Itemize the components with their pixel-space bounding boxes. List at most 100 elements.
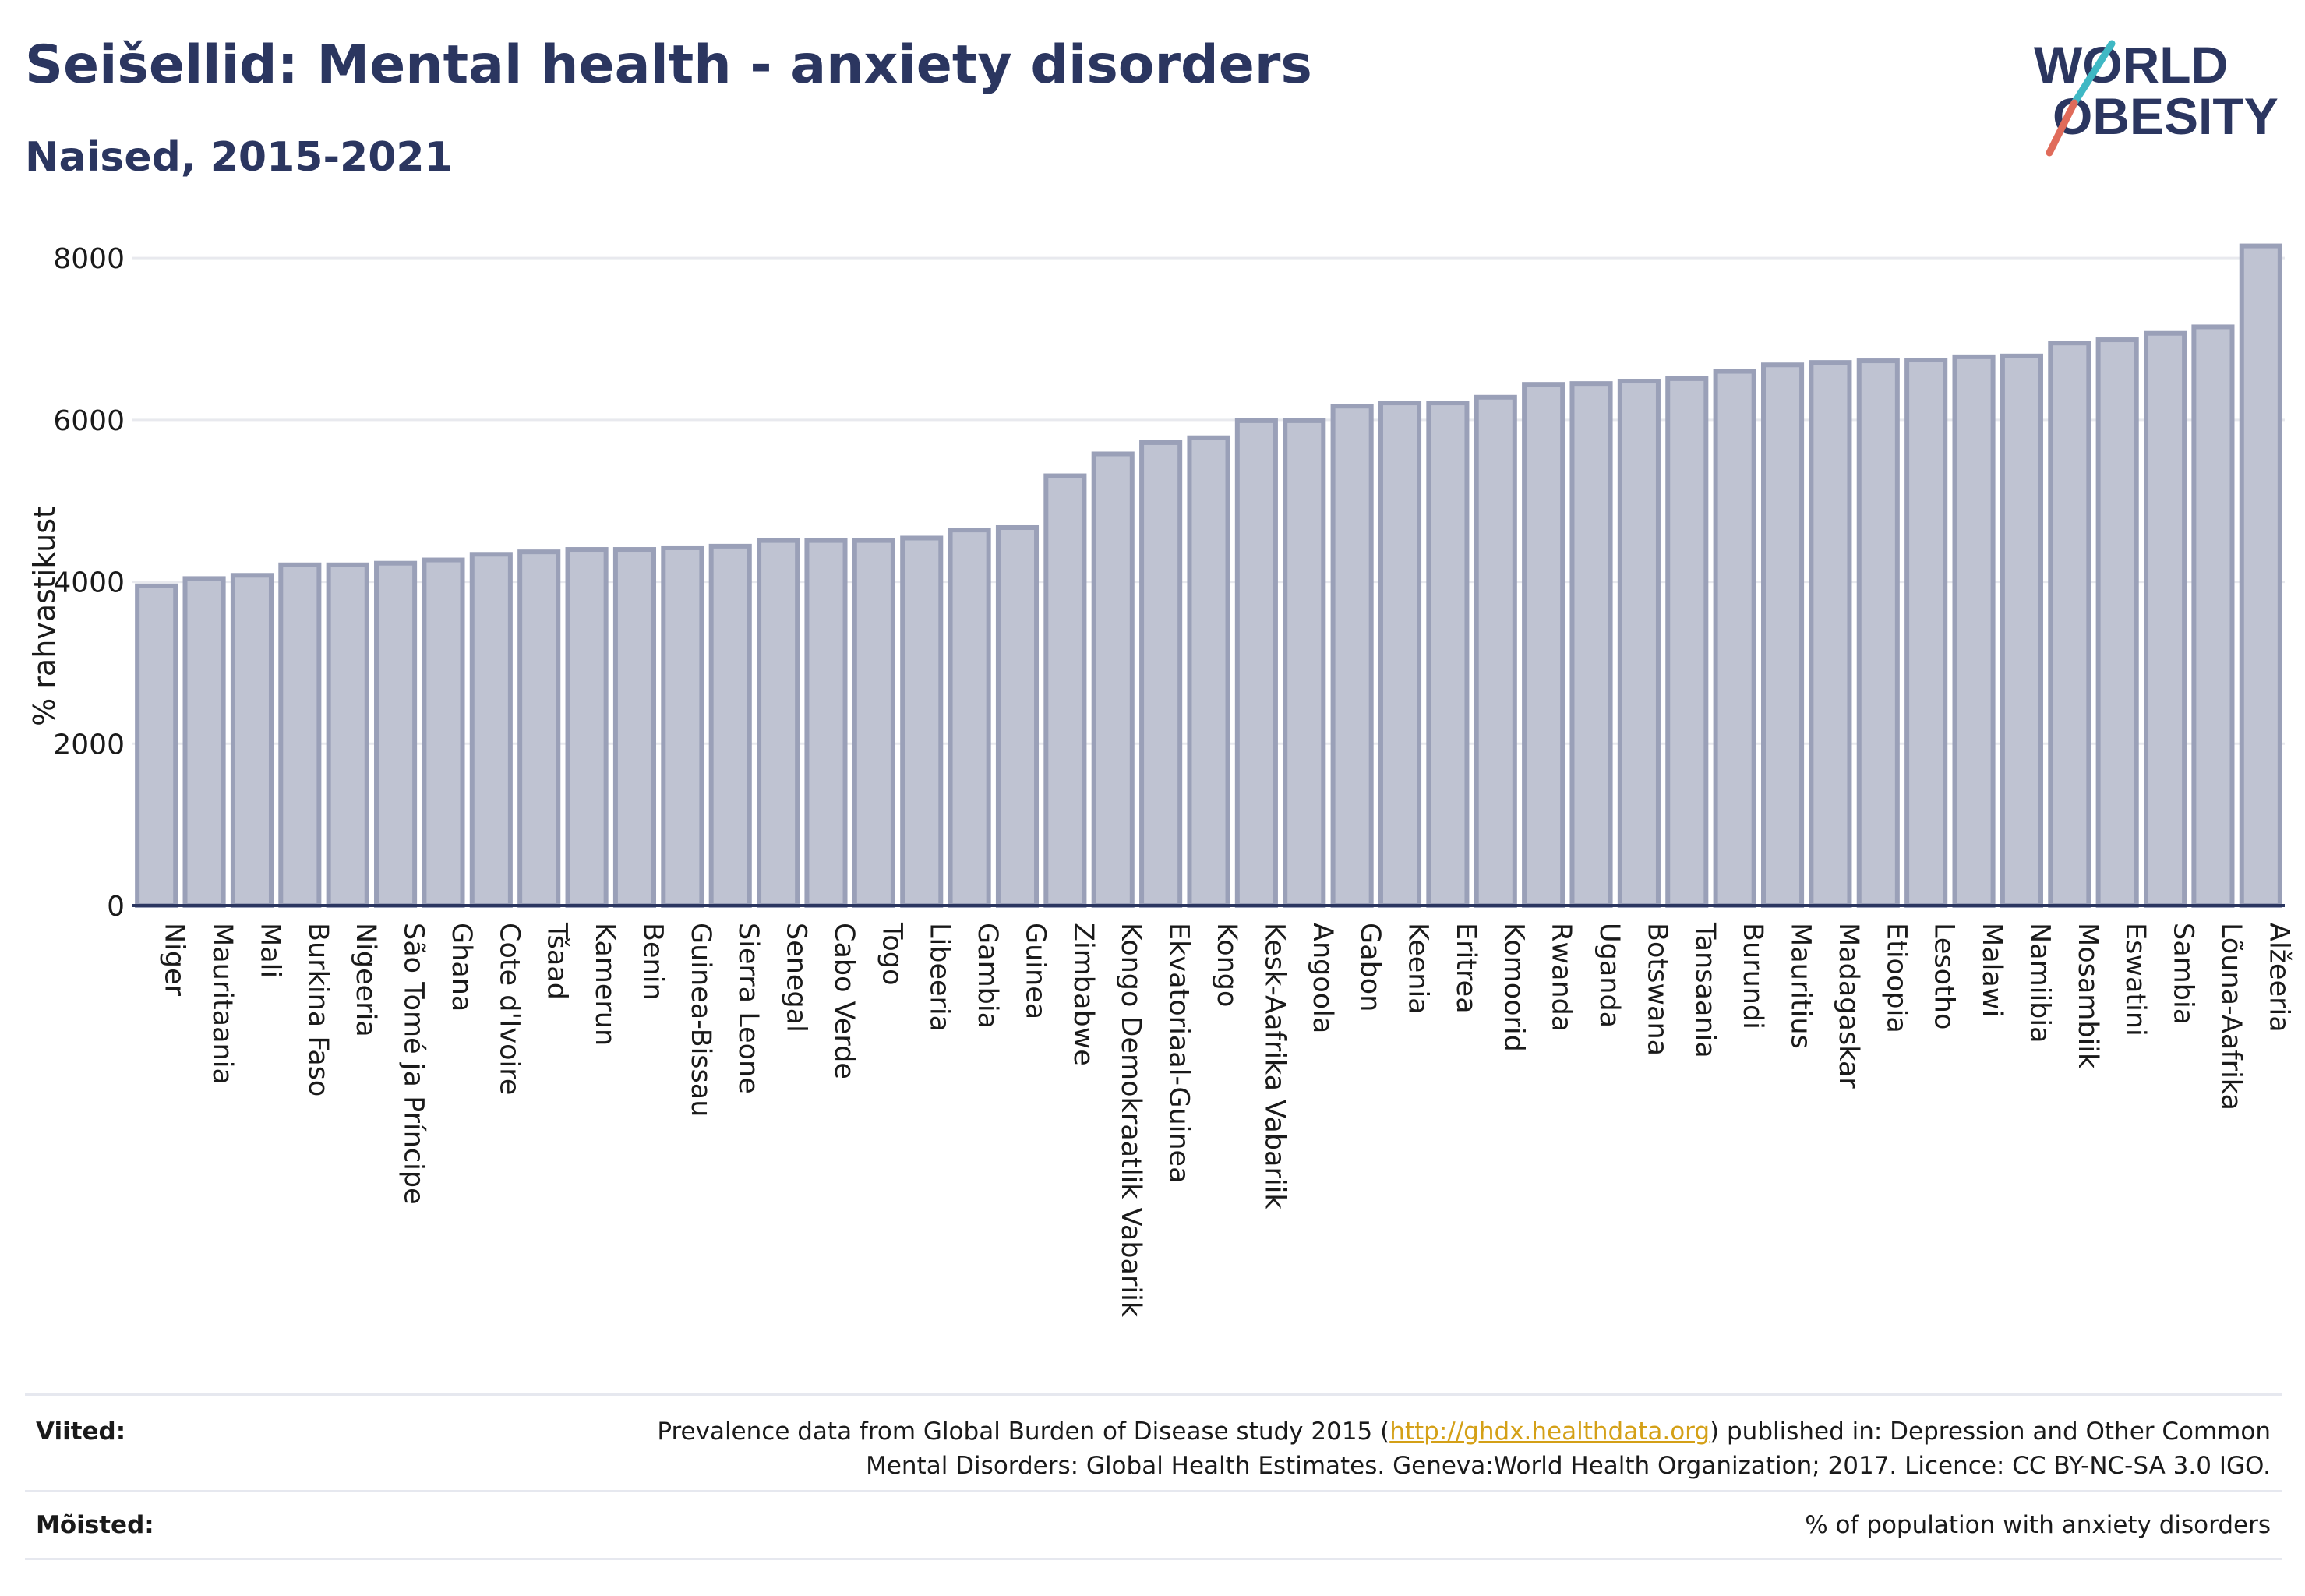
bar xyxy=(1713,369,1756,909)
y-tick-label: 0 xyxy=(107,891,125,923)
x-tick-label: Guinea-Bissau xyxy=(685,923,716,1117)
x-tick-label: Mauritaania xyxy=(206,923,238,1085)
bar xyxy=(1426,401,1470,908)
logo-line1: WORLD xyxy=(2034,36,2228,94)
y-tick-label: 4000 xyxy=(53,567,125,599)
bar xyxy=(565,547,609,908)
x-tick-label: Rwanda xyxy=(1546,923,1577,1032)
bar xyxy=(1952,354,1996,908)
x-tick-label: Eritrea xyxy=(1450,923,1481,1014)
bar xyxy=(1234,418,1278,908)
x-tick-label: Sambia xyxy=(2168,923,2199,1025)
bar xyxy=(757,538,800,908)
bar xyxy=(422,557,465,908)
bar xyxy=(1091,451,1135,908)
x-tick-label: Benin xyxy=(637,923,668,1001)
sources-line1-post: ) published in: Depression and Other Com… xyxy=(1710,1418,2271,1446)
x-tick-label: Sierra Leone xyxy=(732,923,764,1094)
bar xyxy=(852,538,895,908)
definitions-row: Mõisted: % of population with anxiety di… xyxy=(25,1490,2282,1560)
x-tick-label: Zimbabwe xyxy=(1068,923,1099,1066)
x-tick-label: Niger xyxy=(159,923,190,997)
x-tick-label: Burkina Faso xyxy=(302,923,334,1096)
x-tick-label: Mosambiik xyxy=(2072,923,2103,1069)
bar xyxy=(661,545,704,908)
bar xyxy=(1139,440,1183,908)
bar xyxy=(804,538,848,908)
sources-row: Viited: Prevalence data from Global Burd… xyxy=(25,1393,2282,1492)
x-tick-label: Libeeria xyxy=(924,923,955,1032)
x-tick-label: Kongo xyxy=(1211,923,1242,1007)
x-tick-label: Kesk-Aafrika Vabariik xyxy=(1258,923,1290,1209)
x-tick-label: Ekvatoriaal-Guinea xyxy=(1163,923,1195,1184)
bars xyxy=(135,243,2282,909)
bar-chart: 0 2000 4000 6000 8000 Niger Mauritaania Mali Bur… xyxy=(27,243,2294,1318)
bar xyxy=(2000,353,2043,908)
y-tick-label: 6000 xyxy=(53,405,125,437)
sources-line2: Mental Disorders: Global Health Estimate… xyxy=(866,1452,2271,1480)
bar xyxy=(517,549,561,908)
x-tick-label: Etioopia xyxy=(1880,923,1911,1033)
bar xyxy=(1760,362,1805,908)
bar xyxy=(612,547,657,908)
definitions-text: % of population with anxiety disorders xyxy=(1805,1511,2271,1539)
sources-line1-pre: Prevalence data from Global Burden of Di… xyxy=(657,1418,1390,1446)
x-tick-label: Gabon xyxy=(1354,923,1385,1012)
bar xyxy=(1809,360,1852,908)
x-tick-label: Namiibia xyxy=(2024,923,2055,1043)
logo-line2: OBESITY xyxy=(2053,87,2279,145)
x-tick-label: Mali xyxy=(254,923,285,978)
x-tick-label: Keenia xyxy=(1403,923,1434,1015)
bar xyxy=(948,528,991,908)
x-tick-label: Cabo Verde xyxy=(828,923,860,1079)
x-tick-label: Lesotho xyxy=(1929,923,1960,1029)
bar xyxy=(995,524,1040,908)
bar xyxy=(1330,404,1374,908)
x-tick-label: São Tomé ja Príncipe xyxy=(398,923,429,1205)
bar xyxy=(326,562,369,908)
bar xyxy=(1569,381,1613,909)
y-tick-label: 8000 xyxy=(53,243,125,275)
bar xyxy=(1187,435,1230,908)
bar xyxy=(2144,330,2187,908)
x-tick-label: Mauritius xyxy=(1785,923,1816,1049)
bar xyxy=(135,583,178,908)
axes: 0 2000 4000 6000 8000 Niger Mauritaania Mali Bur… xyxy=(53,243,2294,1318)
x-tick-label: Togo xyxy=(876,922,907,985)
bar xyxy=(1474,394,1517,908)
x-tick-label: Komoorid xyxy=(1498,923,1529,1052)
bar xyxy=(2191,324,2235,909)
x-tick-label: Malawi xyxy=(1976,923,2007,1017)
x-tick-label: Angoola xyxy=(1307,923,1338,1033)
world-obesity-logo: WORLD OBESITY xyxy=(2034,36,2279,157)
bar xyxy=(1617,379,1661,909)
sources-link[interactable]: http://ghdx.healthdata.org xyxy=(1389,1418,1710,1446)
chart-subtitle: Naised, 2015-2021 xyxy=(25,134,453,181)
bar xyxy=(182,576,226,908)
bar xyxy=(1043,473,1087,908)
bar xyxy=(374,560,418,909)
x-tick-label: Alžeeria xyxy=(2263,923,2294,1033)
sources-text: Prevalence data from Global Burden of Di… xyxy=(657,1414,2271,1483)
definitions-label: Mõisted: xyxy=(36,1511,154,1539)
y-tick-label: 2000 xyxy=(53,729,125,761)
bar xyxy=(1665,376,1709,909)
bar xyxy=(278,562,322,908)
x-tick-label: Kamerun xyxy=(589,923,620,1046)
x-tick-label: Nigeeria xyxy=(350,923,381,1037)
bar xyxy=(2095,337,2139,908)
bar xyxy=(1283,418,1326,908)
x-tick-label: Ghana xyxy=(446,923,477,1012)
x-tick-label: Tansaania xyxy=(1689,922,1721,1058)
x-tick-label: Burundi xyxy=(1737,923,1768,1029)
x-tick-label: Cote d'Ivoire xyxy=(493,923,524,1095)
sources-label: Viited: xyxy=(36,1418,126,1446)
x-tick-label: Tšaad xyxy=(542,922,573,1000)
bar xyxy=(708,543,752,909)
bar xyxy=(1856,358,1900,908)
bar xyxy=(2048,341,2091,908)
bar xyxy=(900,535,944,908)
x-tick-label: Gambia xyxy=(972,923,1003,1029)
bar xyxy=(230,573,274,909)
bar xyxy=(1378,401,1422,908)
